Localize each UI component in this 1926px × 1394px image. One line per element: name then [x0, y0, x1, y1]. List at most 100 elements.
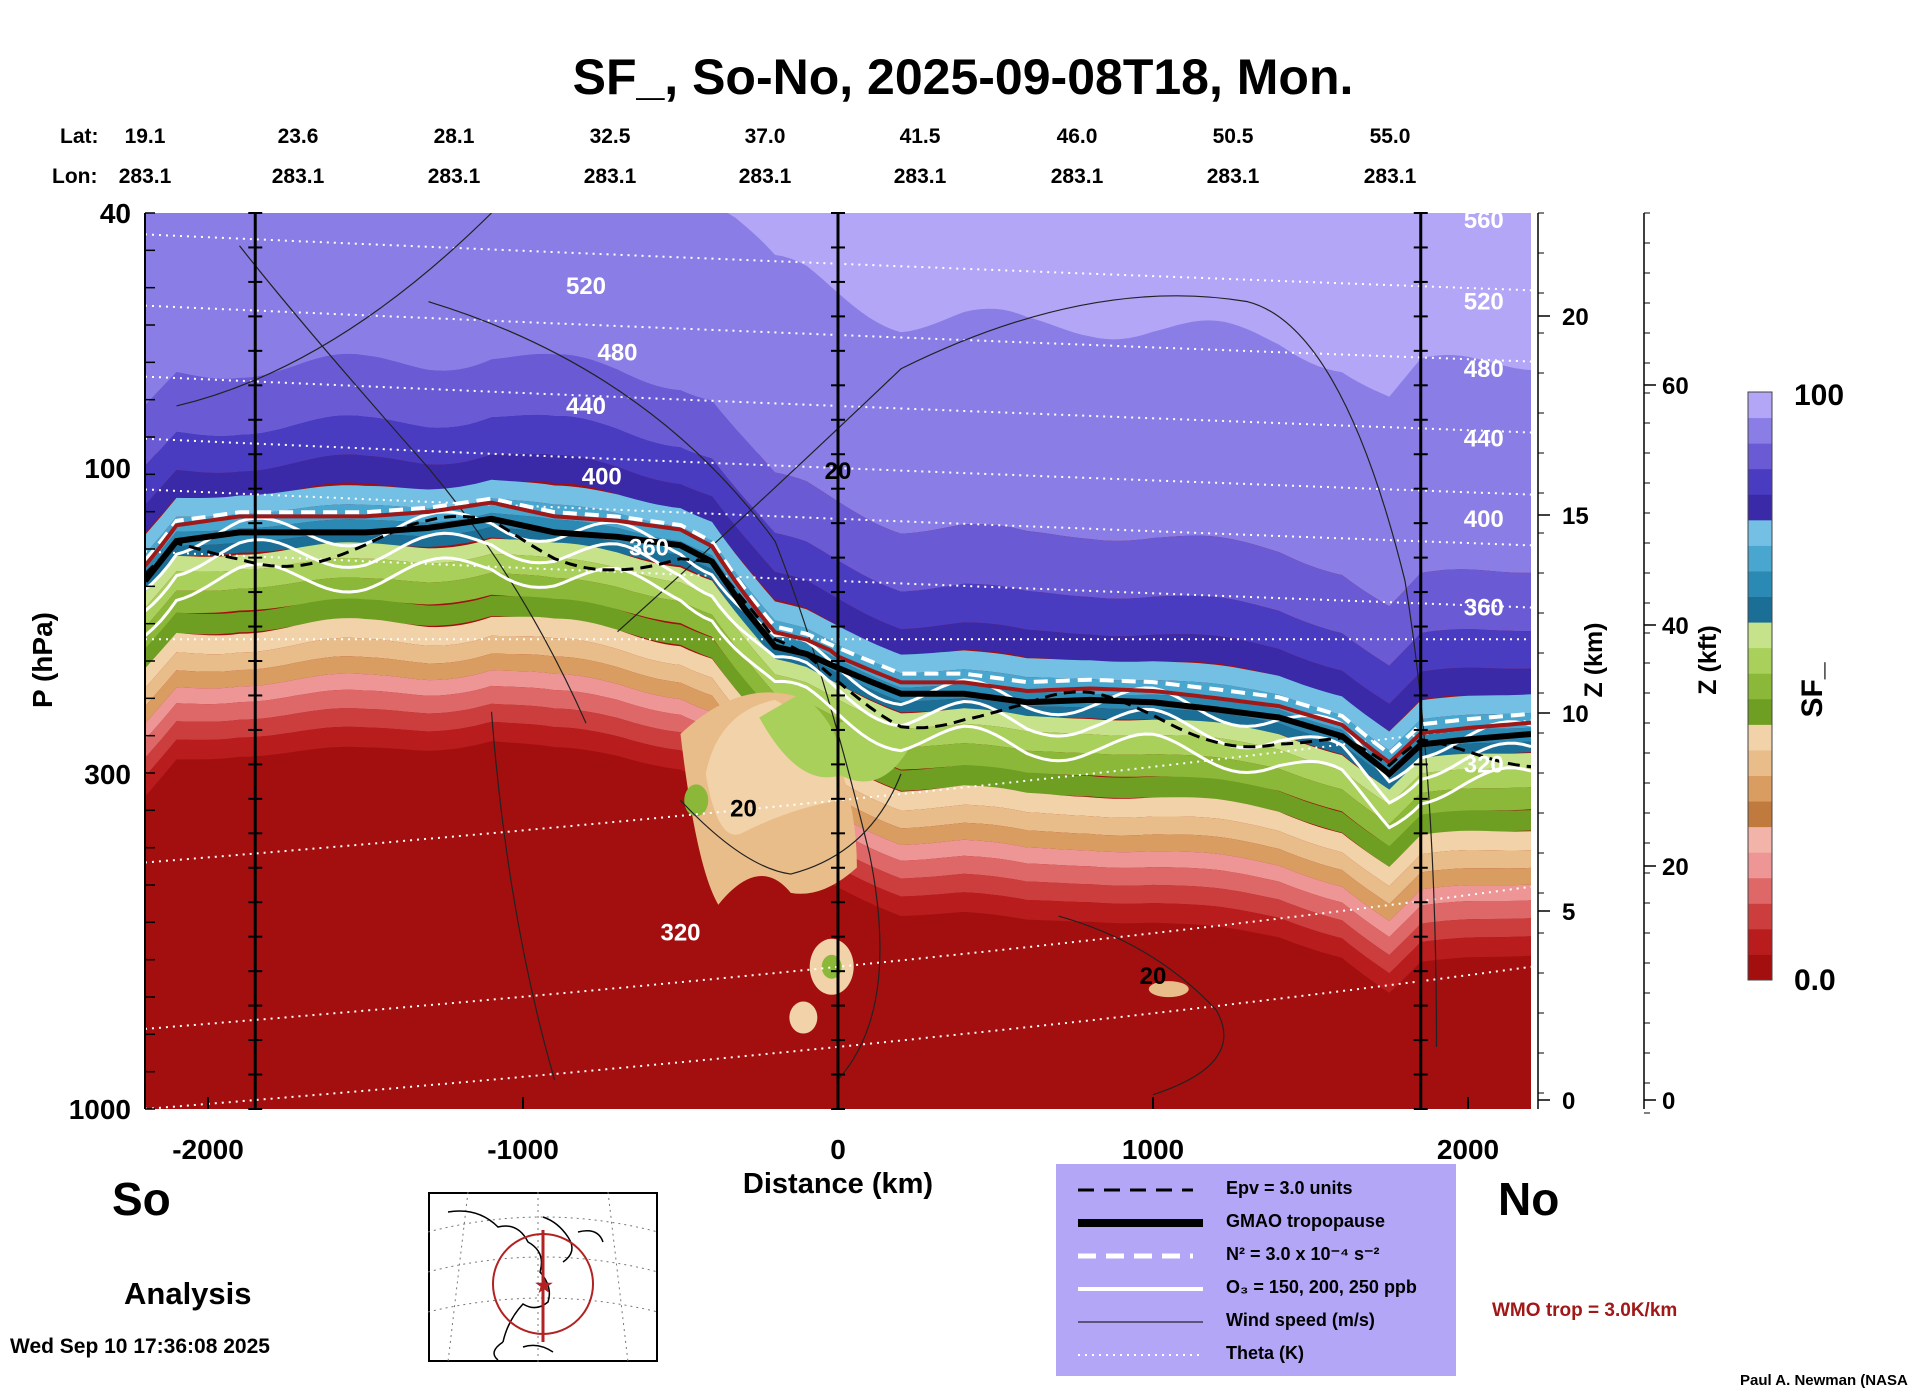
- z-km-label: 5: [1562, 899, 1575, 926]
- colorbar-swatch: [1748, 570, 1772, 598]
- theta-label: 480: [597, 339, 637, 366]
- legend-line-dashed-white: [1078, 1253, 1193, 1259]
- chart-title: SF_, So-No, 2025-09-08T18, Mon.: [572, 49, 1354, 105]
- legend-item-theta: Theta (K): [1056, 1339, 1456, 1372]
- colorbar-swatch: [1748, 468, 1772, 495]
- z-km-title: Z (km): [1580, 623, 1608, 698]
- legend-line-solid-white: [1078, 1287, 1203, 1291]
- y-axis-title: P (hPa): [27, 612, 58, 708]
- sf-band: [145, 670, 1531, 937]
- timestamp: Wed Sep 10 17:36:08 2025: [10, 1335, 270, 1358]
- y-tick-label: 40: [100, 198, 131, 229]
- colorbar-swatch: [1748, 954, 1772, 981]
- wind-label: 20: [730, 796, 757, 823]
- legend-line-thick-black: [1078, 1219, 1203, 1227]
- wind-contour: [617, 295, 1438, 1047]
- wind-contour: [239, 245, 587, 724]
- colorbar-swatch: [1748, 852, 1772, 879]
- theta-label: 520: [566, 273, 606, 300]
- colorbar-swatch: [1748, 877, 1772, 904]
- legend-label: Wind speed (m/s): [1226, 1310, 1375, 1330]
- legend-label: GMAO tropopause: [1226, 1211, 1386, 1231]
- n2-line: [145, 496, 1531, 757]
- colorbar-swatch: [1748, 724, 1772, 751]
- sf-band: [145, 703, 1531, 974]
- z-kft-label: 60: [1662, 373, 1689, 400]
- north-label: No: [1498, 1173, 1560, 1225]
- theta-label: 440: [566, 393, 606, 420]
- wind-contour: [1058, 915, 1225, 1096]
- theta-label: 360: [629, 534, 669, 561]
- wind-contour: [680, 773, 902, 875]
- colorbar-title: SF_: [1796, 662, 1829, 717]
- legend-item-ozone: O₃ = 150, 200, 250 ppb: [1056, 1273, 1456, 1306]
- legend-label: O₃ = 150, 200, 250 ppb: [1226, 1277, 1417, 1297]
- lon-row-label: Lon:: [52, 165, 98, 188]
- sf-band: [145, 595, 1531, 867]
- legend-item-tropopause: GMAO tropopause: [1056, 1207, 1456, 1240]
- colorbar-swatch: [1748, 647, 1772, 674]
- lat-value: 28.1: [433, 125, 475, 148]
- colorbar-swatch: [1748, 494, 1772, 521]
- lat-value: 32.5: [589, 125, 631, 148]
- lat-value: 19.1: [124, 125, 166, 148]
- wind-label: 20: [1140, 963, 1167, 990]
- colorbar-max: 100: [1794, 379, 1844, 412]
- lat-value: 37.0: [744, 125, 786, 148]
- colorbar-swatch: [1748, 392, 1772, 419]
- lat-value: 23.6: [277, 125, 319, 148]
- sf-band: [145, 635, 1531, 905]
- lon-value: 283.1: [271, 165, 325, 188]
- colorbar-swatch: [1748, 545, 1772, 572]
- theta-label: 360: [1464, 594, 1504, 621]
- colorbar-swatch: [1748, 749, 1772, 776]
- lon-value: 283.1: [893, 165, 947, 188]
- colorbar-swatch: [1748, 928, 1772, 955]
- y-tick-label: 100: [84, 453, 131, 484]
- sf-spot: [789, 1001, 818, 1034]
- z-kft-label: 0: [1662, 1088, 1675, 1115]
- colorbar-swatch: [1748, 826, 1772, 853]
- y-tick-label: 300: [84, 759, 131, 790]
- colorbar-swatch: [1748, 443, 1772, 470]
- colorbar-swatch: [1748, 596, 1772, 623]
- lon-value: 283.1: [738, 165, 792, 188]
- analysis-label: Analysis: [124, 1276, 252, 1311]
- lon-value: 283.1: [583, 165, 637, 188]
- location-map: ★: [428, 1192, 658, 1362]
- legend-item-epv: Epv = 3.0 units: [1056, 1174, 1456, 1207]
- theta-label: 400: [1464, 506, 1504, 533]
- colorbar-swatch: [1748, 903, 1772, 930]
- colorbar-swatch: [1748, 519, 1772, 546]
- theta-label: 440: [1464, 426, 1504, 453]
- z-km-label: 15: [1562, 503, 1589, 530]
- colorbar-min: 0.0: [1794, 964, 1836, 997]
- colorbar-swatch: [1748, 417, 1772, 444]
- sf-band: [145, 498, 1531, 765]
- legend-label: Theta (K): [1226, 1343, 1304, 1363]
- z-kft-label: 40: [1662, 613, 1689, 640]
- theta-label: 320: [660, 919, 700, 946]
- theta-label: 560: [1464, 207, 1504, 234]
- sf-band: [145, 653, 1531, 921]
- theta-label: 520: [1464, 289, 1504, 316]
- wind-contour: [490, 711, 556, 1080]
- colorbar-swatch: [1748, 622, 1772, 649]
- lon-value: 283.1: [1206, 165, 1260, 188]
- legend-line-thin-black: [1078, 1321, 1203, 1323]
- sf-band: [145, 553, 1531, 825]
- colorbar-frame: [1747, 391, 1773, 981]
- sf-band: [145, 479, 1531, 751]
- legend-label: Epv = 3.0 units: [1226, 1178, 1353, 1198]
- theta-label: 320: [1464, 751, 1504, 778]
- credit-text: Paul A. Newman (NASA: [1740, 1372, 1908, 1389]
- z-kft-label: 20: [1662, 854, 1689, 881]
- sf-band: [145, 616, 1531, 887]
- lat-value: 55.0: [1369, 125, 1411, 148]
- x-tick-label: -1000: [487, 1134, 559, 1165]
- colorbar-swatch: [1748, 698, 1772, 725]
- z-km-label: 0: [1562, 1088, 1575, 1115]
- sf-band: [145, 685, 1531, 955]
- sf-band: [145, 721, 1531, 993]
